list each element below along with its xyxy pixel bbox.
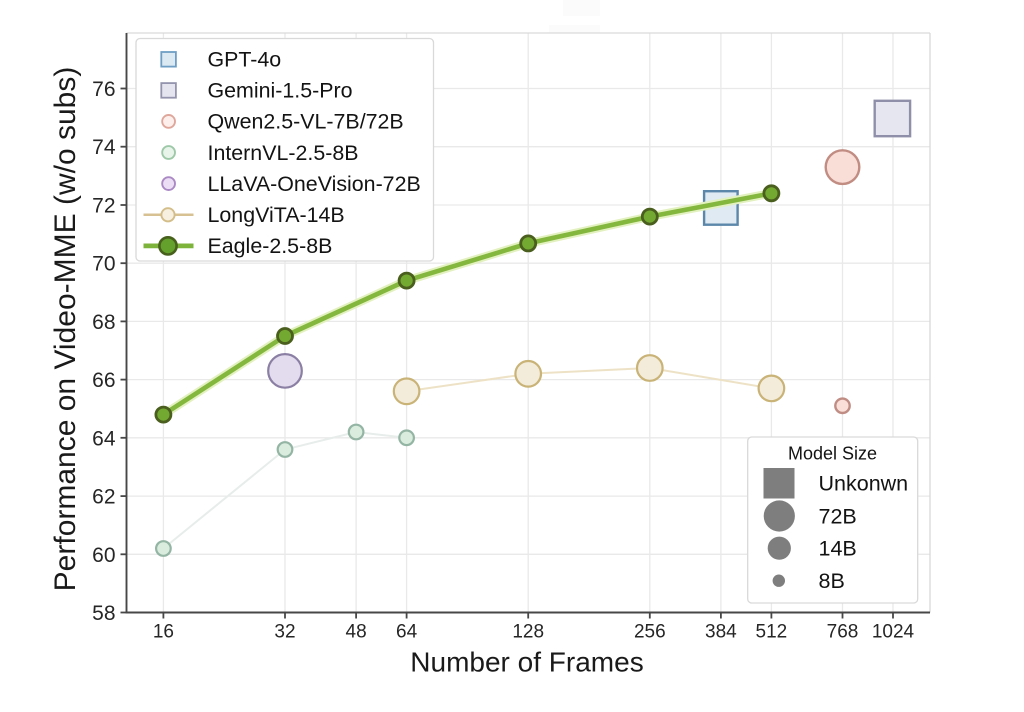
svg-text:8B: 8B [819, 569, 845, 593]
svg-text:76: 76 [92, 78, 115, 101]
svg-text:62: 62 [92, 486, 115, 509]
svg-text:48: 48 [346, 622, 367, 643]
svg-text:768: 768 [827, 622, 859, 643]
svg-text:Unkonwn: Unkonwn [819, 472, 909, 496]
svg-text:128: 128 [512, 622, 544, 643]
svg-text:Model Size: Model Size [788, 444, 877, 464]
svg-text:72B: 72B [819, 505, 857, 529]
svg-text:384: 384 [705, 622, 737, 643]
svg-text:72: 72 [92, 195, 115, 218]
svg-text:32: 32 [274, 622, 295, 643]
svg-text:InternVL-2.5-8B: InternVL-2.5-8B [208, 141, 359, 165]
svg-text:58: 58 [92, 602, 115, 625]
svg-text:14B: 14B [819, 537, 857, 561]
svg-text:70: 70 [92, 253, 115, 276]
svg-text:64: 64 [92, 427, 116, 450]
svg-text:66: 66 [92, 369, 115, 392]
svg-text:64: 64 [396, 622, 418, 643]
svg-text:Performance on Video-MME (w/o: Performance on Video-MME (w/o subs) [49, 67, 82, 592]
svg-text:Qwen2.5-VL-7B/72B: Qwen2.5-VL-7B/72B [208, 110, 404, 134]
svg-text:512: 512 [756, 622, 788, 643]
svg-text:GPT-4o: GPT-4o [208, 48, 282, 72]
svg-text:LLaVA-OneVision-72B: LLaVA-OneVision-72B [208, 172, 421, 196]
svg-text:60: 60 [92, 544, 115, 567]
svg-text:68: 68 [92, 311, 115, 334]
svg-text:16: 16 [153, 622, 174, 643]
svg-text:74: 74 [92, 136, 116, 159]
svg-text:256: 256 [634, 622, 666, 643]
svg-text:Eagle-2.5-8B: Eagle-2.5-8B [208, 234, 333, 258]
svg-text:Number of Frames: Number of Frames [410, 647, 643, 678]
svg-text:1024: 1024 [872, 622, 915, 643]
svg-text:LongViTA-14B: LongViTA-14B [208, 203, 345, 227]
svg-text:Gemini-1.5-Pro: Gemini-1.5-Pro [208, 79, 353, 103]
